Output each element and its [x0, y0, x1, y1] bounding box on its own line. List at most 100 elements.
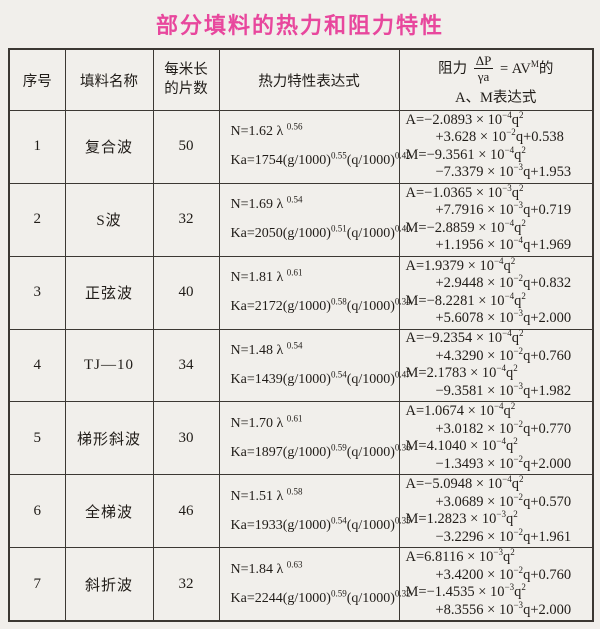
resistance-formula-line: +3.0689 × 10−2q+0.570 [435, 491, 572, 510]
pieces-per-meter-cell: 32 [152, 547, 220, 622]
header-index: 序号 [8, 48, 66, 111]
resistance-expression-cell: A=−2.0893 × 10−4q2 +3.628 × 10−2q+0.538 M=… [398, 110, 594, 184]
exponent: 0.55 [330, 150, 347, 161]
exponent: −4 [496, 436, 506, 447]
exponent: −3 [513, 200, 524, 211]
exponent: −3 [513, 162, 524, 173]
filler-name-cell: 全梯波 [64, 474, 154, 549]
filler-name-cell: 斜折波 [64, 547, 154, 622]
table-row: 5 梯形斜波 30 N=1.70 λ 0.61 Ka=1897(g/1000)0.… [8, 401, 594, 476]
resistance-equation: = AV [499, 60, 531, 77]
exponent: 0.56 [286, 121, 303, 132]
exponent: 2 [521, 290, 526, 301]
table-row: 2 S波 32 N=1.69 λ 0.54 Ka=2050(g/1000)0.51… [8, 182, 594, 257]
thermal-formula-line: Ka=1754(g/1000)0.55(q/1000)0.42 [230, 150, 411, 169]
resistance-formula-line: +3.628 × 10−2q+0.538 [435, 127, 564, 146]
exponent: 0.32 [394, 587, 411, 598]
exponent: 0.54 [330, 514, 347, 525]
resistance-formula-line: −1.3493 × 10−2q+2.000 [435, 453, 572, 472]
thermal-expression-cell: N=1.69 λ 0.54 Ka=2050(g/1000)0.51(q/1000)… [218, 182, 411, 257]
resistance-formula-line: A=−1.0365 × 10−3q2 [405, 182, 524, 201]
row-index-cell: 1 [8, 110, 66, 184]
resistance-formula-line: A=−5.0948 × 10−4q2 [405, 474, 524, 493]
resistance-formula-line: +8.3556 × 10−3q+2.000 [435, 599, 572, 618]
page-title: 部分填料的热力和阻力特性 [155, 13, 444, 38]
exponent: 0.51 [330, 223, 347, 234]
exponent: −2 [513, 418, 524, 429]
resistance-formula-line: +4.3290 × 10−2q+0.760 [435, 346, 572, 364]
resistance-formula-line: +1.1956 × 10−4q+1.969 [435, 235, 572, 254]
exponent: −4 [502, 474, 512, 485]
resistance-formula-line: M=−2.8859 × 10−4q2 [405, 217, 526, 236]
exponent: −2 [513, 564, 524, 575]
resistance-formula-line: M=−1.4535 × 10−3q2 [405, 582, 526, 601]
exponent: −4 [504, 145, 515, 156]
table-header: 序号 填料名称 每米长 的片数 热力特性表达式 阻力 ΔP γa = AVM的 [8, 48, 594, 111]
exponent: 2 [510, 547, 515, 558]
exponent: −4 [504, 217, 515, 228]
row-index-cell: 3 [8, 255, 66, 330]
filler-name-cell: 梯形斜波 [64, 401, 154, 476]
header-pieces-line2: 的片数 [164, 81, 208, 97]
thermal-formula-line: Ka=2172(g/1000)0.58(q/1000)0.34 [230, 296, 411, 315]
exponent: 2 [510, 255, 516, 266]
header-pieces-line1: 每米长 [164, 62, 208, 78]
exponent: 0.59 [330, 587, 347, 598]
exponent: 0.61 [286, 267, 303, 278]
exponent: −3 [493, 547, 503, 558]
resistance-formula-line: A=−2.0893 × 10−4q2 [405, 110, 524, 128]
exponent: −2 [513, 491, 524, 502]
resistance-suffix: 的 [538, 60, 554, 77]
filler-name-cell: 复合波 [64, 110, 154, 184]
thermal-expression-cell: N=1.51 λ 0.58 Ka=1933(g/1000)0.54(q/1000)… [218, 474, 411, 549]
resistance-formula-line: M=−8.2281 × 10−4q2 [405, 290, 526, 309]
thermal-formula-line: N=1.70 λ 0.61 [230, 413, 303, 431]
resistance-formula-line: −3.2296 × 10−2q+1.961 [435, 526, 572, 545]
fraction-denominator: γa [477, 68, 490, 84]
filler-name-cell: 正弦波 [64, 255, 154, 330]
exponent: −2 [513, 273, 524, 284]
resistance-formula-line: +3.4200 × 10−2q+0.760 [435, 564, 572, 583]
exponent: 0.35 [394, 514, 411, 525]
resistance-formula-line: M=−9.3561 × 10−4q2 [405, 145, 526, 163]
header-pieces-per-meter: 每米长 的片数 [152, 48, 220, 111]
header-row: 序号 填料名称 每米长 的片数 热力特性表达式 阻力 ΔP γa = AVM的 [8, 48, 594, 111]
pieces-per-meter-cell: 32 [152, 182, 220, 257]
row-index-cell: 2 [8, 182, 66, 257]
thermal-formula-line: Ka=1933(g/1000)0.54(q/1000)0.35 [230, 514, 411, 533]
resistance-formula-line: −7.3379 × 10−3q+1.953 [435, 162, 572, 181]
thermal-formula-line: Ka=2244(g/1000)0.59(q/1000)0.32 [230, 587, 411, 606]
exponent: −3 [513, 308, 524, 319]
exponent: −4 [493, 255, 504, 266]
exponent: 2 [518, 110, 524, 121]
exponent: 2 [521, 582, 526, 593]
resistance-formula-line: A=1.0674 × 10−4q2 [405, 401, 516, 420]
exponent: 2 [518, 328, 524, 339]
exponent: −2 [506, 127, 516, 138]
exponent: −4 [502, 328, 512, 339]
resistance-header-line2: A、M表达式 [455, 89, 537, 106]
filler-name-cell: S波 [64, 182, 154, 257]
row-index-cell: 4 [8, 328, 66, 403]
exponent: 2 [518, 474, 524, 485]
exponent: 0.58 [286, 485, 303, 496]
header-filler-name: 填料名称 [64, 48, 154, 111]
pieces-per-meter-cell: 50 [152, 110, 220, 184]
row-index-cell: 5 [8, 401, 66, 476]
filler-name-cell: TJ—10 [64, 328, 154, 403]
pieces-per-meter-cell: 30 [152, 401, 220, 476]
exponent: 0.42 [394, 150, 411, 161]
exponent: −3 [513, 381, 524, 392]
thermal-formula-line: Ka=2050(g/1000)0.51(q/1000)0.40 [230, 223, 411, 242]
thermal-formula-line: N=1.84 λ 0.63 [230, 558, 303, 577]
exponent: −4 [504, 290, 515, 301]
resistance-formula-line: A=6.8116 × 10−3q2 [405, 547, 515, 566]
resistance-formula-line: +3.0182 × 10−2q+0.770 [435, 418, 572, 437]
resistance-expression-cell: A=−5.0948 × 10−4q2 +3.0689 × 10−2q+0.570 M… [398, 474, 594, 549]
thermal-formula-line: Ka=1897(g/1000)0.59(q/1000)0.36 [230, 442, 411, 460]
resistance-formula-line: +5.6078 × 10−3q+2.000 [435, 308, 572, 327]
exponent: 2 [510, 401, 516, 412]
thermal-formula-line: N=1.48 λ 0.54 [230, 340, 303, 358]
pieces-per-meter-cell: 46 [152, 474, 220, 549]
